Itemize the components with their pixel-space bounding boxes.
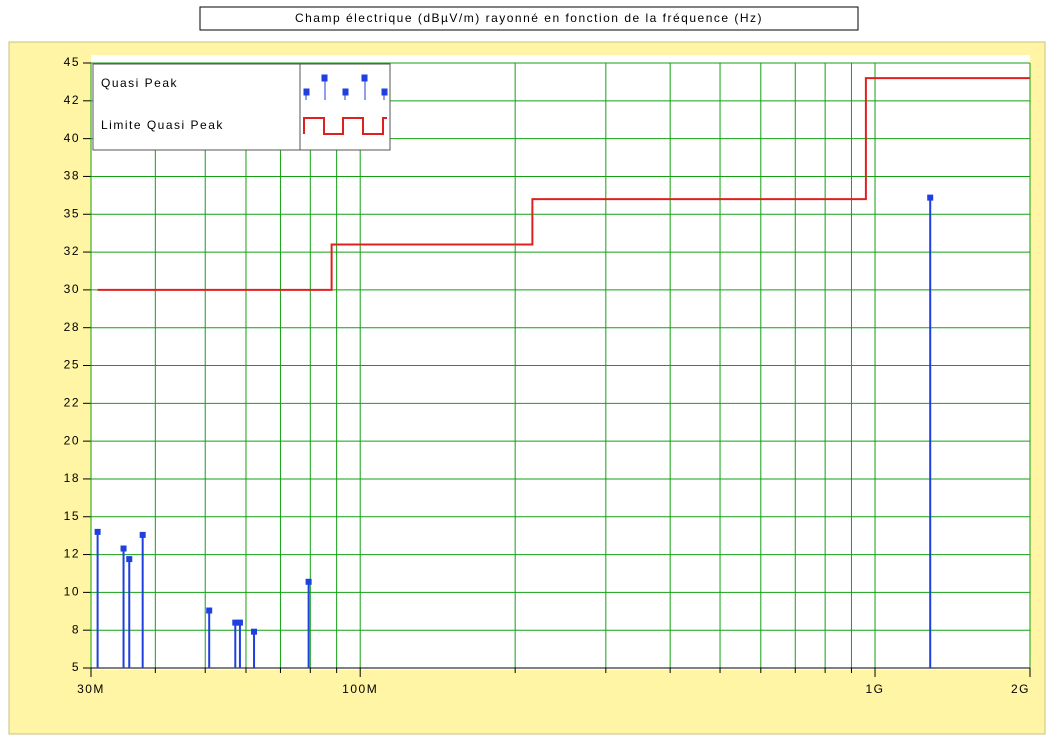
- y-tick-label: 12: [64, 547, 80, 561]
- stem-marker: [305, 578, 312, 585]
- x-tick-label: 100M: [342, 682, 378, 696]
- y-tick-label: 22: [64, 395, 80, 409]
- y-tick-label: 30: [64, 282, 80, 296]
- grid: 5 8 10 12 15 18 20 22 25 28 30 32 35 38 40 42 45 30M 100M 1…: [64, 55, 1031, 696]
- stem-marker: [120, 545, 127, 552]
- y-tick-label: 28: [64, 320, 80, 334]
- stem-marker: [126, 556, 133, 563]
- y-tick-label: 18: [64, 471, 80, 485]
- y-tick-label: 10: [64, 585, 80, 599]
- legend-label: Quasi Peak: [101, 76, 178, 90]
- legend-icon: [303, 74, 388, 100]
- y-tick-label: 25: [64, 358, 80, 372]
- y-tick-label: 45: [64, 55, 80, 69]
- y-tick-label: 8: [72, 622, 80, 636]
- plot-area: [91, 55, 1030, 670]
- x-tick-label: 2G: [1011, 682, 1030, 696]
- x-tick-label: 1G: [866, 682, 885, 696]
- stem-marker: [236, 619, 243, 626]
- legend-box: [92, 63, 391, 151]
- chart-title: Champ électrique (dBµV/m) rayonné en fon…: [295, 11, 763, 25]
- stem-marker: [927, 194, 934, 201]
- y-tick-label: 5: [72, 660, 80, 674]
- x-tick-label: 30M: [77, 682, 105, 696]
- y-tick-label: 32: [64, 244, 80, 258]
- y-tick-label: 35: [64, 206, 80, 220]
- legend-icon: [303, 117, 387, 135]
- stem-marker: [232, 619, 239, 626]
- legend-label: Limite Quasi Peak: [101, 118, 224, 132]
- limit-line: [97, 77, 1030, 291]
- y-tick-label: 38: [64, 169, 80, 183]
- title-box: [199, 6, 859, 31]
- y-tick-label: 15: [64, 509, 80, 523]
- marks: [94, 77, 1030, 668]
- stem-marker: [94, 528, 101, 535]
- y-tick-label: 40: [64, 131, 80, 145]
- y-tick-label: 42: [64, 93, 80, 107]
- y-tick-label: 20: [64, 433, 80, 447]
- legend: Quasi Peak Limite Quasi Peak: [92, 63, 391, 151]
- stem-marker: [139, 531, 146, 538]
- stem-marker: [206, 607, 213, 614]
- stem-marker: [251, 628, 258, 635]
